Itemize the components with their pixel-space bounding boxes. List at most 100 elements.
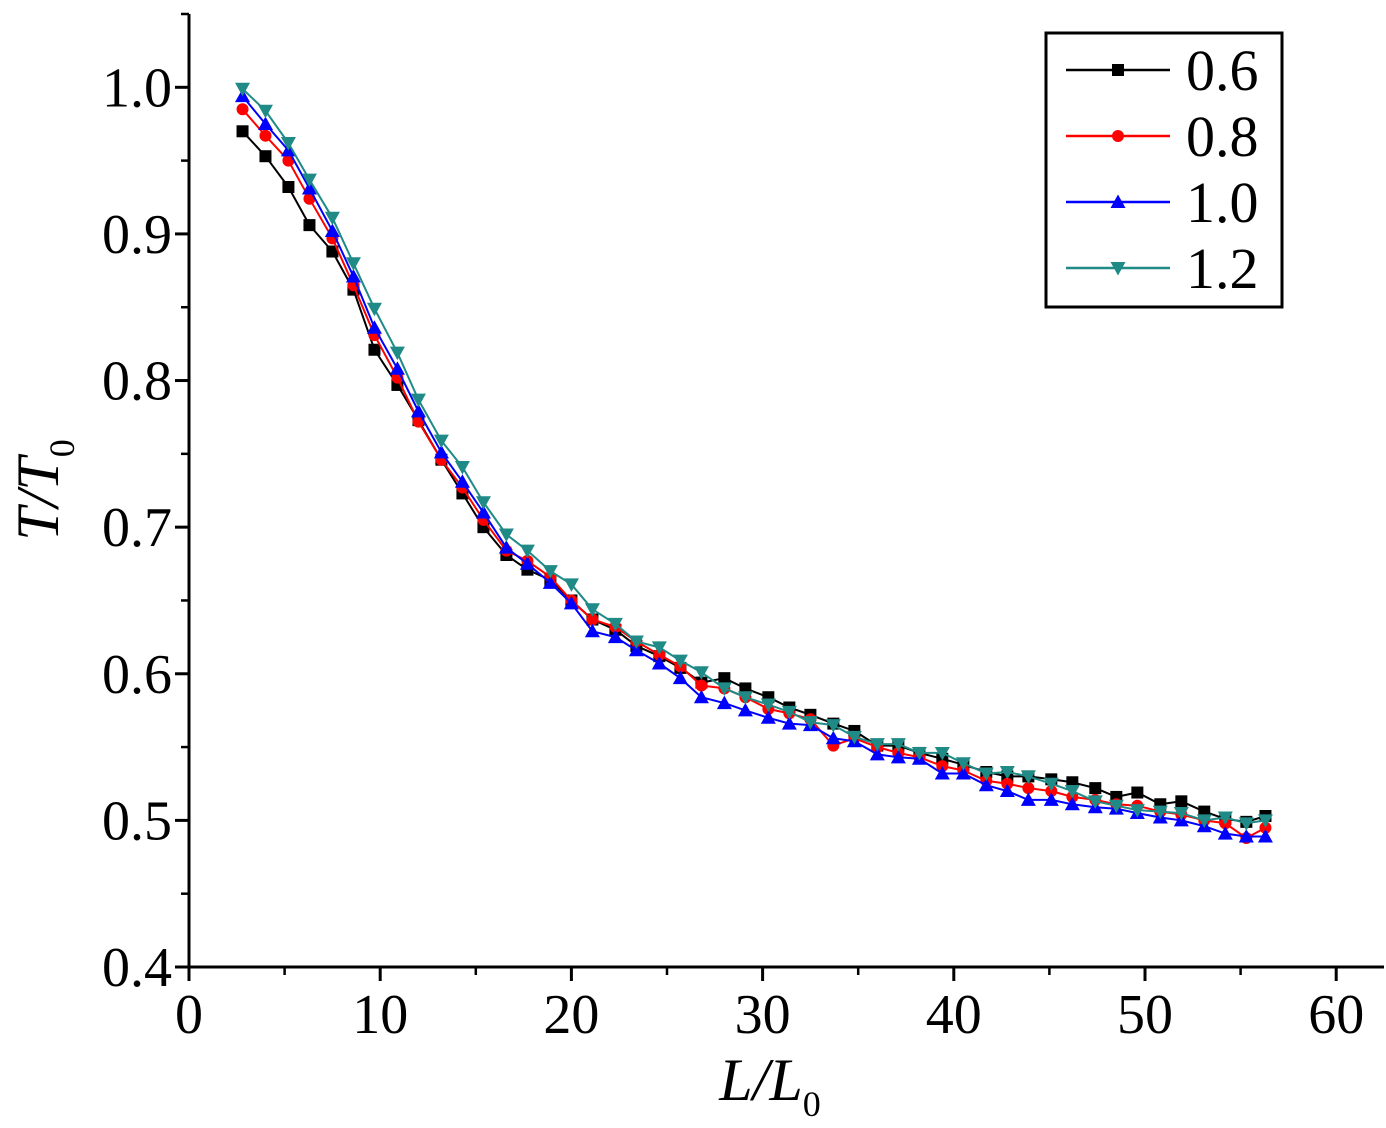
data-point	[389, 361, 405, 375]
data-point	[519, 556, 535, 570]
data-point	[716, 682, 732, 696]
legend-label: 1.0	[1186, 170, 1259, 235]
data-point	[1175, 795, 1188, 808]
data-point	[324, 223, 340, 237]
data-point	[1217, 811, 1233, 825]
data-point	[978, 777, 994, 792]
data-point	[584, 623, 600, 638]
data-point	[345, 268, 361, 283]
legend-entry: 1.2	[1066, 236, 1259, 301]
data-point	[628, 642, 644, 657]
data-point	[280, 137, 296, 151]
data-point	[366, 302, 382, 317]
data-point	[1196, 814, 1212, 828]
data-point	[454, 461, 470, 475]
y-axis-title-subscript: 0	[42, 439, 82, 457]
data-point	[693, 689, 709, 704]
data-point	[326, 245, 339, 258]
data-point	[846, 730, 862, 745]
data-point	[454, 474, 470, 488]
data-point	[651, 656, 667, 670]
data-point	[1257, 814, 1273, 828]
data-point	[1022, 782, 1035, 795]
data-point	[955, 765, 971, 780]
data-point	[1043, 792, 1059, 806]
legend-label: 0.8	[1186, 104, 1259, 169]
data-point	[236, 103, 249, 116]
data-point	[1238, 817, 1254, 831]
legend-box	[1044, 31, 1284, 309]
data-point	[542, 575, 558, 589]
x-tick-label: 0	[175, 984, 203, 1046]
data-point	[1108, 799, 1124, 814]
y-axis-title: T/T0	[5, 439, 82, 540]
y-tick-label: 0.9	[102, 204, 172, 266]
data-point	[366, 320, 382, 334]
data-point	[911, 746, 927, 761]
series-1.2	[235, 82, 1273, 831]
data-point	[368, 343, 381, 356]
axes	[187, 14, 1384, 969]
x-axis-title-main: L/L	[718, 1047, 802, 1113]
data-point	[672, 670, 688, 685]
data-point	[257, 104, 273, 119]
data-point	[498, 540, 514, 554]
data-point	[257, 116, 273, 130]
x-tick-label: 30	[735, 984, 791, 1046]
data-point	[410, 403, 426, 418]
y-tick-label: 1.0	[102, 57, 172, 119]
data-point	[235, 82, 251, 97]
x-tick-label: 10	[352, 984, 408, 1046]
data-point	[1257, 829, 1273, 843]
data-point	[563, 578, 579, 592]
data-point	[1020, 792, 1036, 806]
data-point	[934, 746, 950, 761]
data-point	[999, 783, 1015, 798]
data-point	[760, 698, 776, 713]
y-tick-label: 0.4	[102, 937, 172, 999]
data-point	[301, 180, 317, 195]
data-point	[303, 219, 316, 232]
data-point	[890, 749, 906, 764]
legend-entry: 1.0	[1066, 170, 1259, 235]
data-point	[259, 129, 272, 142]
data-point	[301, 173, 317, 188]
data-point	[716, 695, 732, 710]
data-point	[1064, 785, 1080, 799]
data-point	[999, 766, 1015, 780]
data-point	[955, 757, 971, 771]
data-point	[498, 528, 514, 542]
data-point	[433, 444, 449, 459]
data-point	[1238, 829, 1254, 843]
ticks	[175, 12, 1338, 981]
data-point	[651, 641, 667, 655]
x-tick-label: 40	[926, 984, 982, 1046]
tick-labels: 0 10 20 30 40 50 60 0.4 0.5 0.6 0.7 0.8 0.9 1.0	[102, 57, 1364, 1046]
data-point	[519, 544, 535, 559]
data-point	[259, 150, 272, 163]
data-point	[475, 504, 491, 519]
data-point	[978, 767, 994, 781]
data-point	[737, 702, 753, 717]
series-group	[235, 82, 1273, 844]
legend-label: 0.6	[1186, 38, 1259, 103]
data-point	[695, 679, 708, 692]
x-tick-label: 50	[1117, 984, 1173, 1046]
data-point	[1020, 770, 1036, 784]
data-point	[1152, 805, 1168, 820]
data-point	[389, 346, 405, 361]
data-point	[737, 691, 753, 705]
data-point	[586, 613, 599, 626]
data-point	[236, 125, 249, 138]
data-point	[433, 434, 449, 449]
data-point	[324, 211, 340, 226]
data-point	[672, 654, 688, 669]
data-point	[718, 672, 731, 685]
data-point	[781, 705, 797, 720]
data-point	[825, 719, 841, 733]
data-point	[1129, 804, 1145, 818]
data-point	[890, 738, 906, 752]
data-point	[1173, 807, 1189, 821]
data-point	[1131, 786, 1144, 799]
